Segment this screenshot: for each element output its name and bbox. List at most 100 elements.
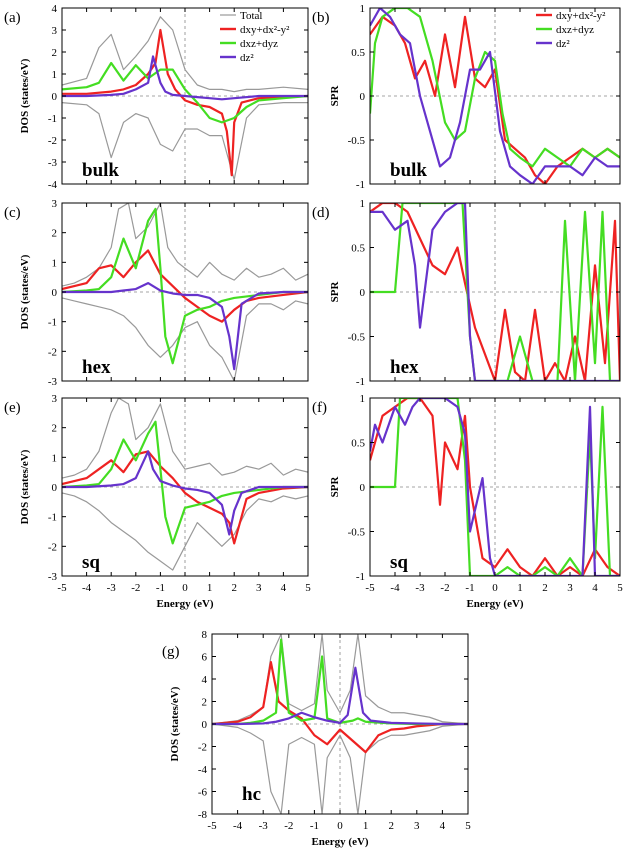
series-total-line [62,16,308,93]
series-dxz-line [62,420,308,545]
panel-label: (g) [162,644,180,660]
x-tick-label: 0 [337,820,343,832]
y-tick-label: -6 [198,787,208,799]
y-tick-label: 0.5 [351,47,365,59]
y-tick-label: -0.5 [348,135,366,147]
y-tick-label: 3 [52,25,58,37]
x-tick-label: -4 [233,820,243,832]
x-tick-label: -1 [310,820,319,832]
y-tick-label: -1 [48,317,57,329]
series-dz2-line [62,450,308,536]
y-axis-label: DOS (states/eV) [19,449,31,524]
series-dxy-line [62,249,308,323]
y-tick-label: 0 [52,91,58,103]
y-tick-label: 4 [202,674,208,686]
x-tick-label: 0 [182,582,188,594]
x-tick-label: -3 [259,820,269,832]
y-tick-label: -1 [356,376,365,388]
series-total-line [212,723,468,814]
y-tick-label: -1 [356,179,365,191]
y-tick-label: -1 [48,113,57,125]
x-tick-label: 1 [363,820,369,832]
series-dxz-line [62,61,308,124]
y-tick-label: 1 [360,198,366,210]
series-dxy-line [370,15,620,184]
y-tick-label: 0 [52,482,58,494]
y-tick-label: 2 [52,228,58,240]
panel-label: (f) [312,400,327,416]
series-dxy-line [370,203,620,381]
x-tick-label: 4 [281,582,287,594]
x-tick-label: 2 [388,820,394,832]
y-tick-label: 0 [360,287,366,299]
y-tick-label: -3 [48,571,58,583]
y-tick-label: 2 [202,697,208,709]
series-dxz-line [62,207,308,365]
x-tick-label: 2 [542,582,548,594]
y-tick-label: 0.5 [351,243,365,255]
x-tick-label: 3 [414,820,420,832]
y-tick-label: -2 [198,742,207,754]
x-tick-label: -5 [57,582,67,594]
legend: Total dxy+dx²-y² dxz+dyz dz² [220,10,290,64]
x-tick-label: -5 [207,820,217,832]
y-tick-label: -3 [48,157,58,169]
x-tick-label: -3 [107,582,117,594]
series-total-line [62,398,308,479]
legend-entry: dz² [240,52,254,64]
legend: dxy+dx²-y² dxz+dyz dz² [536,10,606,50]
series-total-line [62,297,308,381]
y-tick-label: 3 [52,393,58,405]
x-tick-label: -1 [465,582,474,594]
y-tick-label: 1 [52,257,58,269]
y-tick-label: 1 [52,69,58,81]
series-total-line [62,102,308,181]
x-tick-label: -3 [415,582,425,594]
x-tick-label: 4 [440,820,446,832]
structure-tag: hex [82,357,111,378]
y-tick-label: 0 [360,91,366,103]
y-axis-label: DOS (states/eV) [19,58,31,133]
series-dxy-line [370,398,620,576]
x-tick-label: 3 [567,582,573,594]
x-tick-label: 5 [465,820,471,832]
y-tick-label: 1 [360,3,366,15]
structure-tag: hex [390,357,419,378]
y-tick-label: -8 [198,809,208,821]
y-tick-label: -4 [198,764,208,776]
y-axis-label: SPR [329,476,341,498]
series-dxy-line [212,661,468,754]
legend-entry: dxy+dx²-y² [556,10,606,22]
y-tick-label: 2 [52,423,58,435]
x-tick-label: -1 [156,582,165,594]
structure-tag: sq [390,552,408,573]
y-tick-label: 3 [52,198,58,210]
y-tick-label: -2 [48,346,57,358]
series-dz2-line [62,55,308,101]
panel-label: (d) [312,205,330,221]
y-tick-label: -0.5 [348,332,366,344]
x-tick-label: -2 [131,582,140,594]
structure-tag: bulk [82,160,119,181]
x-tick-label: 4 [592,582,598,594]
y-tick-label: 1 [360,393,366,405]
structure-tag: bulk [390,160,427,181]
legend-entry: dxy+dx²-y² [240,24,290,36]
panel-d: -1 -0.5 0 0.5 1 SPR (d) hex [312,198,621,388]
legend-entry: dz² [556,38,570,50]
y-axis-label: SPR [329,281,341,303]
panel-a: -4 -3 -2 -1 0 1 2 3 4 DOS (states/eV) (a) bulk Total… [4,3,309,191]
x-tick-label: -2 [284,820,293,832]
panel-label: (e) [4,400,21,416]
panel-label: (b) [312,10,330,26]
series-dz2-line [62,282,308,371]
panel-f: -5 -4 -3 -2 -1 0 1 2 3 4 5 -1 -0.5 0 0.5 1 SPR Energy (eV… [312,393,623,610]
x-axis-label: Energy (eV) [156,598,213,610]
y-tick-label: 1 [52,452,58,464]
legend-entry: dxz+dyz [556,24,594,36]
panel-e: -5 -4 -3 -2 -1 0 1 2 3 4 5 -3 -2 -1 0 1 2 3 DOS (states/eV… [4,393,311,610]
y-axis-label: SPR [329,85,341,107]
y-tick-label: -2 [48,541,57,553]
panel-c: -3 -2 -1 0 1 2 3 DOS (states/eV) (c) hex [4,198,309,388]
